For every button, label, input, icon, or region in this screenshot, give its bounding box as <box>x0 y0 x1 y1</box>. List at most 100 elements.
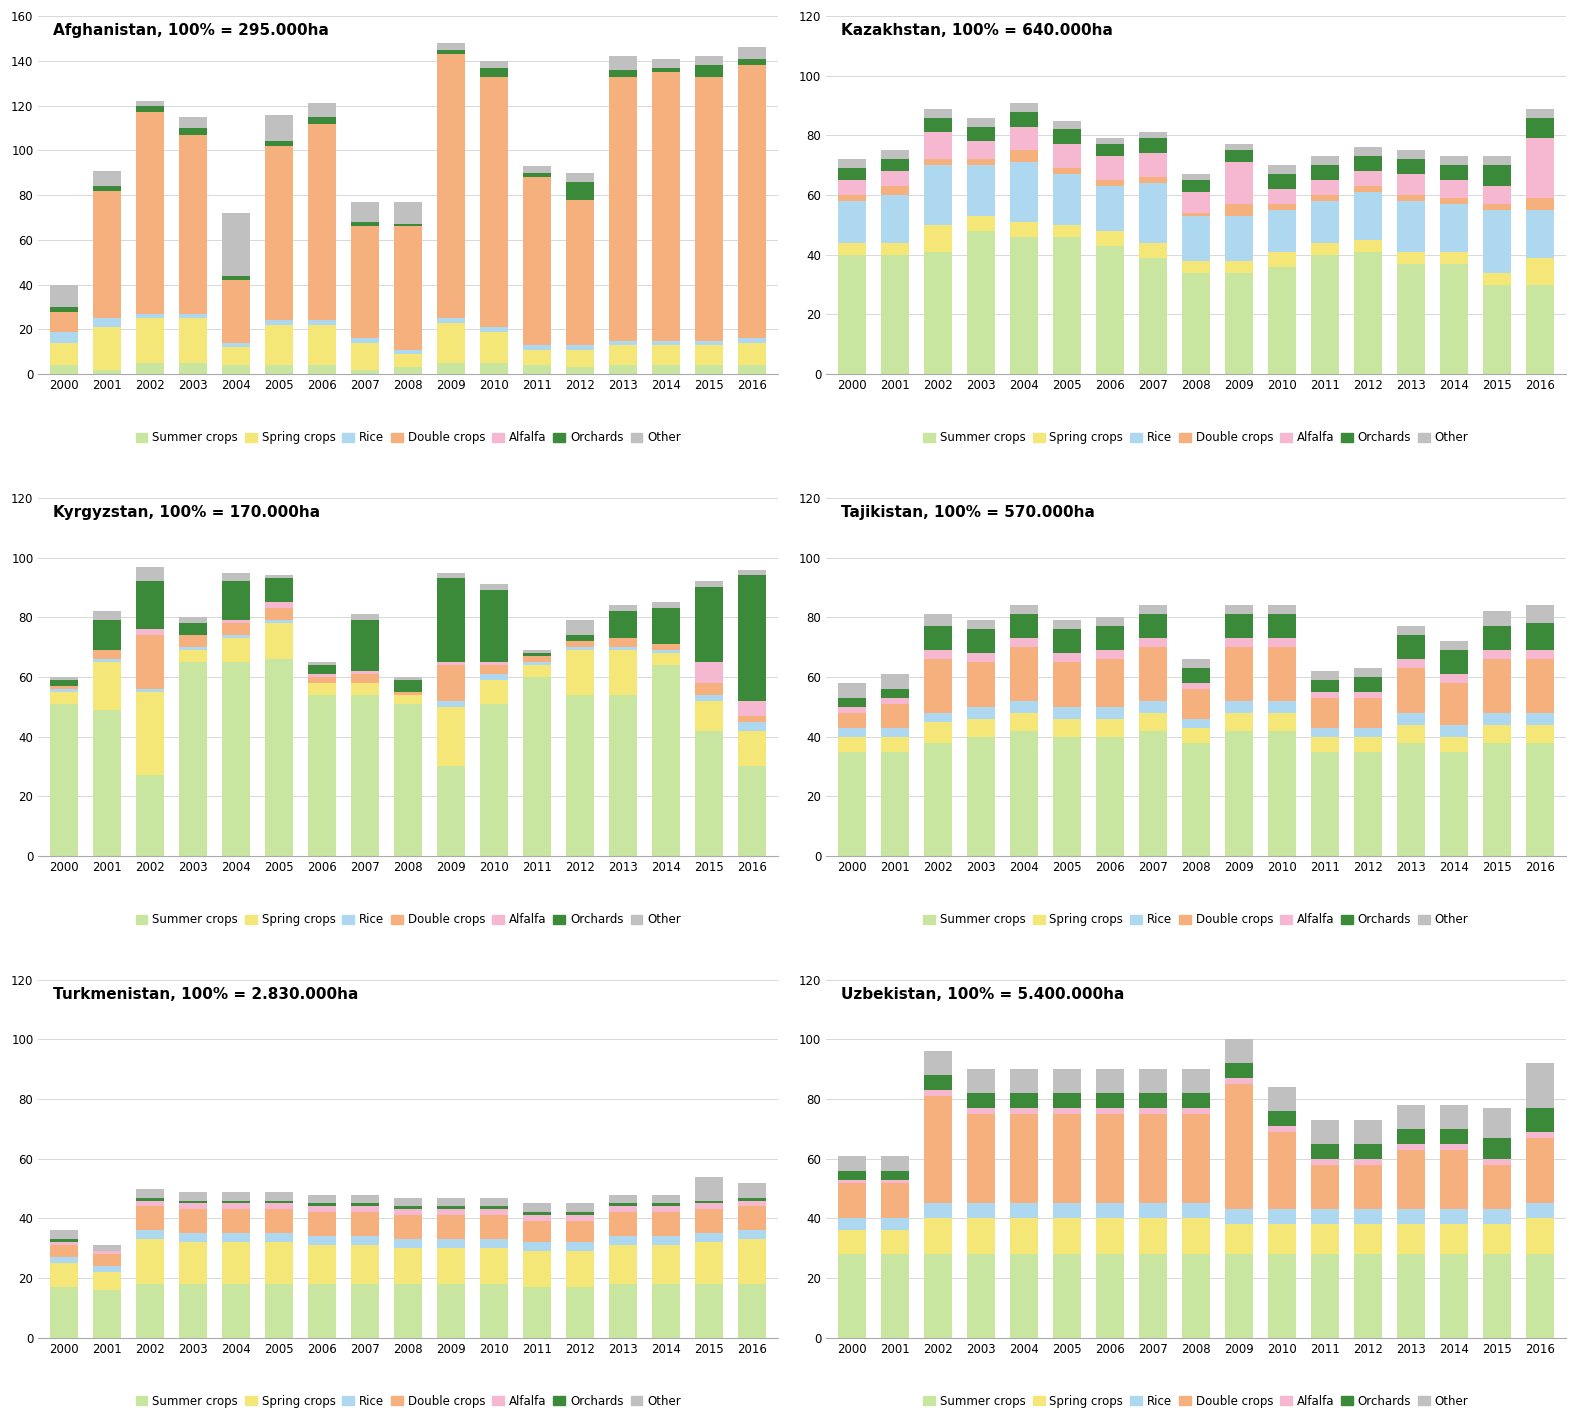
Bar <box>1096 139 1124 145</box>
Bar <box>1053 718 1080 736</box>
Bar <box>481 666 508 674</box>
Bar <box>1355 156 1381 172</box>
Bar <box>524 1212 552 1216</box>
Bar <box>967 629 995 653</box>
Bar <box>1527 139 1553 199</box>
Bar <box>1183 216 1210 261</box>
Bar <box>1310 1254 1339 1338</box>
Bar <box>653 1236 680 1246</box>
Bar <box>882 1171 908 1179</box>
Bar <box>738 338 766 343</box>
Bar <box>180 1200 207 1203</box>
Bar <box>1053 707 1080 718</box>
Bar <box>882 186 908 196</box>
Bar <box>1310 671 1339 680</box>
Bar <box>1096 658 1124 707</box>
Bar <box>967 142 995 159</box>
Bar <box>566 345 595 349</box>
Bar <box>180 1284 207 1338</box>
Bar <box>1397 175 1426 196</box>
Bar <box>609 1246 637 1284</box>
Bar <box>1053 145 1080 169</box>
Bar <box>1183 658 1210 668</box>
Bar <box>222 620 251 623</box>
Bar <box>222 275 251 280</box>
Bar <box>1527 1108 1553 1132</box>
Bar <box>1355 172 1381 186</box>
Bar <box>837 169 866 180</box>
Bar <box>394 227 423 349</box>
Bar <box>837 736 866 752</box>
Bar <box>1527 623 1553 650</box>
Bar <box>1527 1219 1553 1254</box>
Bar <box>265 115 293 142</box>
Bar <box>308 1212 336 1236</box>
Bar <box>93 663 121 710</box>
Bar <box>1397 251 1426 264</box>
Bar <box>352 614 378 620</box>
Bar <box>653 1195 680 1203</box>
Bar <box>1268 251 1296 267</box>
Bar <box>1139 177 1167 183</box>
Bar <box>222 213 251 275</box>
Bar <box>837 201 866 243</box>
Bar <box>93 170 121 186</box>
Bar <box>1009 1203 1038 1219</box>
Bar <box>308 674 336 677</box>
Bar <box>1268 1087 1296 1111</box>
Bar <box>437 1216 465 1239</box>
Bar <box>695 587 724 663</box>
Bar <box>967 118 995 126</box>
Bar <box>695 663 724 683</box>
Bar <box>967 620 995 629</box>
Legend: Summer crops, Spring crops, Rice, Double crops, Alfalfa, Orchards, Other: Summer crops, Spring crops, Rice, Double… <box>131 427 686 448</box>
Bar <box>50 1242 79 1246</box>
Bar <box>1009 221 1038 237</box>
Bar <box>1268 701 1296 712</box>
Bar <box>1009 614 1038 639</box>
Bar <box>136 688 164 692</box>
Bar <box>609 345 637 365</box>
Bar <box>695 57 724 65</box>
Bar <box>609 1206 637 1212</box>
Bar <box>352 1206 378 1212</box>
Bar <box>1268 1254 1296 1338</box>
Bar <box>1139 153 1167 177</box>
Bar <box>967 653 995 663</box>
Bar <box>1183 683 1210 688</box>
Bar <box>136 692 164 775</box>
Bar <box>1139 139 1167 153</box>
Bar <box>437 1249 465 1284</box>
Bar <box>924 722 953 742</box>
Bar <box>222 1203 251 1209</box>
Bar <box>837 1254 866 1338</box>
Bar <box>308 325 336 365</box>
Bar <box>967 707 995 718</box>
Bar <box>609 612 637 639</box>
Bar <box>566 1216 595 1222</box>
Bar <box>1440 1225 1468 1254</box>
Bar <box>1355 1254 1381 1338</box>
Bar <box>609 77 637 341</box>
Bar <box>222 1284 251 1338</box>
Legend: Summer crops, Spring crops, Rice, Double crops, Alfalfa, Orchards, Other: Summer crops, Spring crops, Rice, Double… <box>919 427 1473 448</box>
Bar <box>837 180 866 196</box>
Bar <box>1527 118 1553 139</box>
Bar <box>1009 1070 1038 1093</box>
Bar <box>1096 1070 1124 1093</box>
Bar <box>837 1179 866 1182</box>
Bar <box>352 221 378 227</box>
Bar <box>352 683 378 695</box>
Bar <box>1009 150 1038 162</box>
Bar <box>352 1203 378 1206</box>
Bar <box>924 650 953 658</box>
Bar <box>695 345 724 365</box>
Bar <box>50 680 79 685</box>
Bar <box>1139 183 1167 243</box>
Bar <box>524 177 552 345</box>
Bar <box>1527 1138 1553 1203</box>
Bar <box>967 718 995 736</box>
Bar <box>609 70 637 77</box>
Bar <box>1225 1039 1254 1063</box>
Bar <box>1440 683 1468 725</box>
